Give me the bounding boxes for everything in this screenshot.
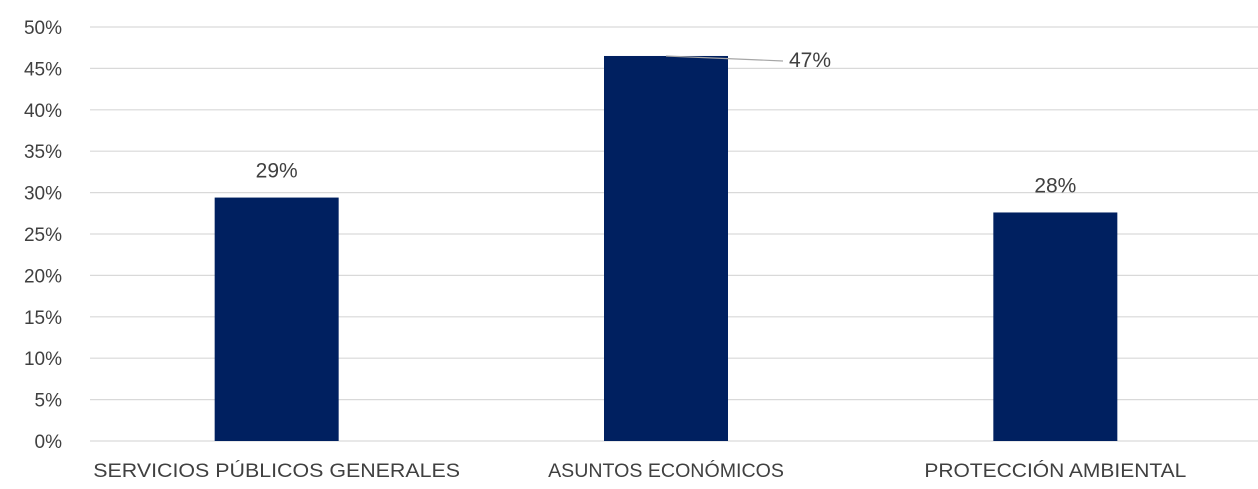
y-tick-label: 20% [24,266,62,287]
y-tick-label: 50% [24,18,62,39]
y-tick-label: 40% [24,101,62,122]
y-tick-label: 0% [35,432,63,453]
y-tick-label: 25% [24,225,62,246]
y-tick-label: 35% [24,142,62,163]
category-label: SERVICIOS PÚBLICOS GENERALES [93,460,460,482]
bar [214,197,339,441]
y-tick-label: 10% [24,349,62,370]
data-label: 47% [789,49,831,72]
data-label: 29% [256,160,298,183]
data-label-leader [665,55,784,62]
y-tick-label: 45% [24,59,62,80]
category-label: ASUNTOS ECONÓMICOS [548,460,784,482]
y-tick-label: 30% [24,184,62,205]
y-axis-ticks: 0% 5% 10% 15% 20% 25% 30% 35% 40% 45% 50% [24,18,62,453]
data-label: 28% [1034,174,1076,197]
bars [214,55,1118,441]
category-labels: SERVICIOS PÚBLICOS GENERALES ASUNTOS ECON… [93,460,1186,482]
bar [993,212,1118,441]
bar [604,55,728,441]
data-labels: 29% 47% 28% [256,49,1077,197]
y-tick-label: 5% [35,391,63,412]
y-tick-label: 15% [24,308,62,329]
category-label: PROTECCIÓN AMBIENTAL [924,460,1186,482]
